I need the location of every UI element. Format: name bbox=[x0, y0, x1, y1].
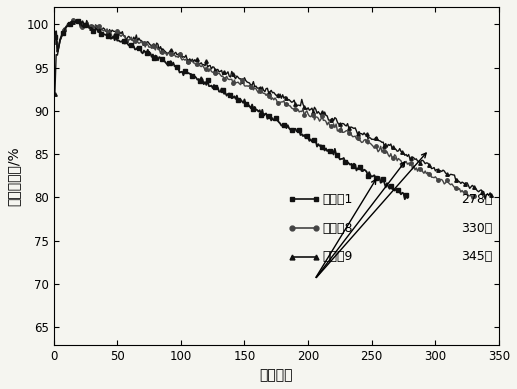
X-axis label: 循环次数: 循环次数 bbox=[260, 368, 293, 382]
Text: 实施例8: 实施例8 bbox=[322, 222, 353, 235]
Text: 345次: 345次 bbox=[461, 251, 492, 263]
Text: 330次: 330次 bbox=[461, 222, 492, 235]
Text: 对比例1: 对比例1 bbox=[322, 193, 353, 206]
Text: 实施例9: 实施例9 bbox=[322, 251, 353, 263]
Text: 278次: 278次 bbox=[461, 193, 493, 206]
Y-axis label: 容量保持率/%: 容量保持率/% bbox=[7, 146, 21, 206]
